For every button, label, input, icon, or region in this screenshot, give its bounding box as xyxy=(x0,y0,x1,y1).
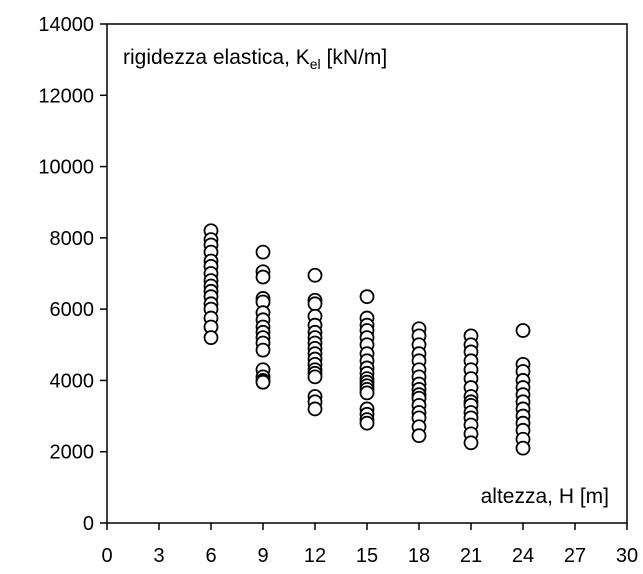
x-tick-label: 30 xyxy=(616,545,638,567)
data-point xyxy=(515,440,531,456)
data-point xyxy=(359,289,375,305)
y-tick-label: 6000 xyxy=(50,299,95,321)
y-tick-label: 10000 xyxy=(38,157,94,179)
data-point xyxy=(255,342,271,358)
x-tick-label: 9 xyxy=(257,545,268,567)
y-tick-label: 8000 xyxy=(50,228,95,250)
x-tick-label: 15 xyxy=(356,545,378,567)
data-point xyxy=(359,385,375,401)
y-tick-label: 14000 xyxy=(38,14,94,36)
y-tick-label: 0 xyxy=(83,513,94,535)
data-point xyxy=(307,369,323,385)
data-point xyxy=(515,323,531,338)
data-point xyxy=(307,267,323,283)
x-axis-label: altezza, H [m] xyxy=(481,485,609,508)
y-axis: 0 2000 4000 6000 8000 10000 12000 14000 xyxy=(38,14,107,535)
x-tick-label: 21 xyxy=(460,545,482,567)
y-tick-label: 4000 xyxy=(50,370,95,392)
y-tick-label: 2000 xyxy=(50,442,95,464)
x-tick-label: 6 xyxy=(205,545,216,567)
data-point xyxy=(307,401,323,417)
data-point xyxy=(463,435,479,451)
x-tick-label: 12 xyxy=(304,545,326,567)
data-point xyxy=(307,296,323,312)
data-point xyxy=(359,415,375,431)
chart-title: rigidezza elastica, Kel [kN/m] xyxy=(123,46,387,72)
plot-area xyxy=(106,23,628,524)
data-point xyxy=(411,428,427,444)
x-tick-label: 27 xyxy=(564,545,586,567)
x-tick-label: 24 xyxy=(512,545,534,567)
x-tick-label: 0 xyxy=(101,545,112,567)
data-point xyxy=(203,330,219,346)
x-tick-label: 18 xyxy=(408,545,430,567)
data-point xyxy=(255,269,271,285)
data-point xyxy=(255,244,271,260)
y-tick-label: 12000 xyxy=(38,85,94,107)
x-axis: 0 3 6 9 12 15 18 21 24 27 30 xyxy=(101,523,638,567)
x-tick-label: 3 xyxy=(153,545,164,567)
data-point xyxy=(255,374,271,390)
data-points xyxy=(203,223,531,456)
